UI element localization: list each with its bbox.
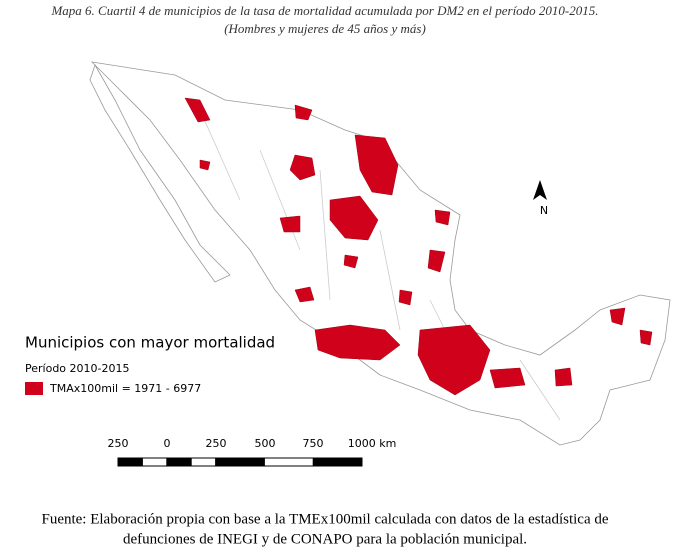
- title: Mapa 6. Cuartil 4 de municipios de la ta…: [50, 3, 598, 18]
- source-note: Fuente: Elaboración propia con base a la…: [41, 511, 608, 527]
- scale-label: 500: [255, 437, 276, 450]
- legend-period: Período 2010-2015: [25, 362, 129, 375]
- subtitle: (Hombres y mujeres de 45 años y más): [224, 21, 426, 36]
- legend-item: TMAx100mil = 1971 - 6977: [49, 382, 201, 395]
- scale-label: 250: [206, 437, 227, 450]
- source-note: defunciones de INEGI y de CONAPO para la…: [123, 531, 527, 547]
- scale-label: 250: [108, 437, 129, 450]
- north-label: N: [540, 204, 548, 217]
- legend-swatch: [25, 382, 43, 395]
- scale-bar: [117, 457, 363, 467]
- north-arrow: N: [533, 180, 548, 217]
- scale-label: 750: [303, 437, 324, 450]
- high-mortality-municipalities: [184, 97, 653, 396]
- scale-label: 1000 km: [348, 437, 397, 450]
- legend-title: Municipios con mayor mortalidad: [25, 334, 275, 352]
- scale-label: 0: [164, 437, 171, 450]
- country-outline: [89, 61, 671, 446]
